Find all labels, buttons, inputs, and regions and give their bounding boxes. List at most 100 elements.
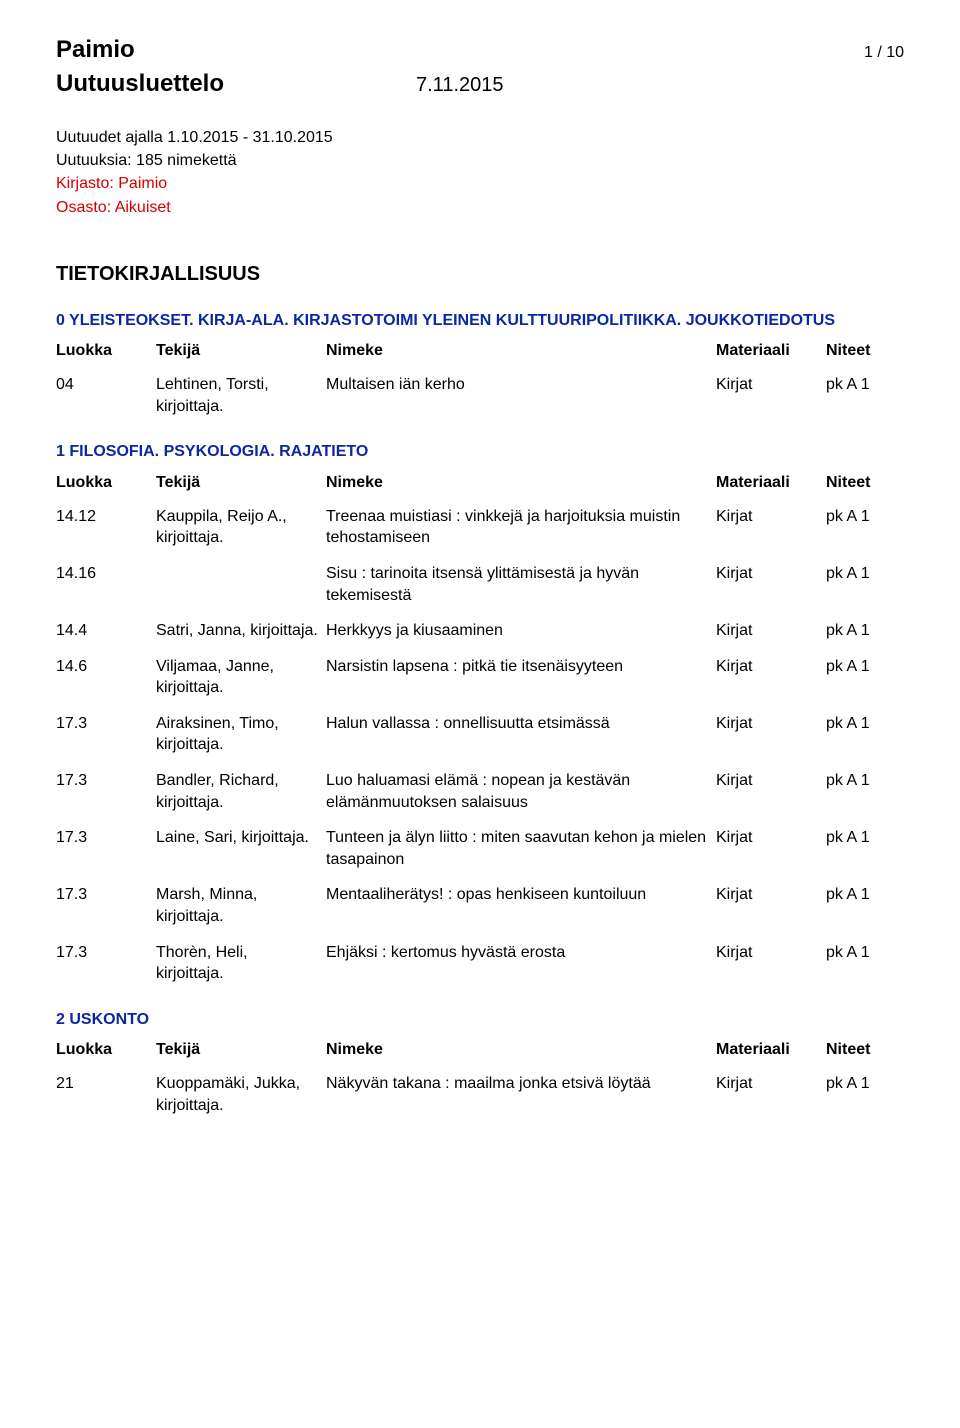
table-row: 14.4Satri, Janna, kirjoittaja.Herkkyys j… — [56, 620, 904, 642]
subsection-title: 2 USKONTO — [56, 1009, 904, 1031]
cell-niteet: pk A 1 — [826, 827, 904, 870]
subsection-title: 1 FILOSOFIA. PSYKOLOGIA. RAJATIETO — [56, 441, 904, 463]
column-header-materiaali: Materiaali — [716, 342, 826, 360]
cell-luokka: 04 — [56, 374, 156, 417]
cell-niteet: pk A 1 — [826, 884, 904, 927]
cell-niteet: pk A 1 — [826, 770, 904, 813]
cell-niteet: pk A 1 — [826, 942, 904, 985]
meta-department: Osasto: Aikuiset — [56, 196, 904, 219]
cell-tekija: Laine, Sari, kirjoittaja. — [156, 827, 326, 870]
column-header-tekija: Tekijä — [156, 342, 326, 360]
cell-luokka: 14.6 — [56, 656, 156, 699]
cell-luokka: 17.3 — [56, 770, 156, 813]
document-date: 7.11.2015 — [416, 74, 504, 97]
meta-block: Uutuudet ajalla 1.10.2015 - 31.10.2015 U… — [56, 126, 904, 219]
cell-materiaali: Kirjat — [716, 884, 826, 927]
column-header-luokka: Luokka — [56, 342, 156, 360]
subsection-title: 0 YLEISTEOKSET. KIRJA-ALA. KIRJASTOTOIMI… — [56, 310, 904, 332]
table-row: 17.3Thorèn, Heli, kirjoittaja.Ehjäksi : … — [56, 942, 904, 985]
cell-materiaali: Kirjat — [716, 374, 826, 417]
cell-materiaali: Kirjat — [716, 770, 826, 813]
page-number: 1 / 10 — [864, 44, 904, 62]
cell-tekija — [156, 563, 326, 606]
cell-materiaali: Kirjat — [716, 563, 826, 606]
cell-niteet: pk A 1 — [826, 713, 904, 756]
cell-luokka: 17.3 — [56, 713, 156, 756]
cell-tekija: Lehtinen, Torsti, kirjoittaja. — [156, 374, 326, 417]
cell-nimeke: Halun vallassa : onnellisuutta etsimässä — [326, 713, 716, 756]
cell-nimeke: Treenaa muistiasi : vinkkejä ja harjoitu… — [326, 506, 716, 549]
cell-luokka: 21 — [56, 1073, 156, 1116]
cell-luokka: 14.12 — [56, 506, 156, 549]
cell-tekija: Bandler, Richard, kirjoittaja. — [156, 770, 326, 813]
cell-materiaali: Kirjat — [716, 1073, 826, 1116]
cell-materiaali: Kirjat — [716, 620, 826, 642]
cell-materiaali: Kirjat — [716, 942, 826, 985]
meta-date-range: Uutuudet ajalla 1.10.2015 - 31.10.2015 — [56, 126, 904, 149]
cell-tekija: Thorèn, Heli, kirjoittaja. — [156, 942, 326, 985]
cell-niteet: pk A 1 — [826, 620, 904, 642]
cell-tekija: Marsh, Minna, kirjoittaja. — [156, 884, 326, 927]
column-header-luokka: Luokka — [56, 474, 156, 492]
column-header-row: LuokkaTekijäNimekeMateriaaliNiteet — [56, 342, 904, 360]
cell-nimeke: Sisu : tarinoita itsensä ylittämisestä j… — [326, 563, 716, 606]
meta-library: Kirjasto: Paimio — [56, 172, 904, 195]
table-row: 04Lehtinen, Torsti, kirjoittaja.Multaise… — [56, 374, 904, 417]
cell-niteet: pk A 1 — [826, 1073, 904, 1116]
cell-nimeke: Luo haluamasi elämä : nopean ja kestävän… — [326, 770, 716, 813]
subtitle-row: Uutuusluettelo 7.11.2015 — [56, 70, 904, 98]
cell-niteet: pk A 1 — [826, 374, 904, 417]
cell-tekija: Viljamaa, Janne, kirjoittaja. — [156, 656, 326, 699]
column-header-tekija: Tekijä — [156, 474, 326, 492]
cell-luokka: 17.3 — [56, 884, 156, 927]
cell-luokka: 14.4 — [56, 620, 156, 642]
cell-luokka: 14.16 — [56, 563, 156, 606]
column-header-materiaali: Materiaali — [716, 474, 826, 492]
column-header-nimeke: Nimeke — [326, 342, 716, 360]
cell-nimeke: Narsistin lapsena : pitkä tie itsenäisyy… — [326, 656, 716, 699]
cell-materiaali: Kirjat — [716, 656, 826, 699]
cell-materiaali: Kirjat — [716, 827, 826, 870]
cell-nimeke: Näkyvän takana : maailma jonka etsivä lö… — [326, 1073, 716, 1116]
document-subtitle: Uutuusluettelo — [56, 70, 416, 98]
cell-luokka: 17.3 — [56, 942, 156, 985]
table-row: 14.16 Sisu : tarinoita itsensä ylittämise… — [56, 563, 904, 606]
table-row: 17.3Laine, Sari, kirjoittaja.Tunteen ja … — [56, 827, 904, 870]
table-row: 14.12Kauppila, Reijo A., kirjoittaja.Tre… — [56, 506, 904, 549]
column-header-tekija: Tekijä — [156, 1041, 326, 1059]
cell-tekija: Airaksinen, Timo, kirjoittaja. — [156, 713, 326, 756]
sections-container: 0 YLEISTEOKSET. KIRJA-ALA. KIRJASTOTOIMI… — [56, 310, 904, 1117]
column-header-niteet: Niteet — [826, 474, 904, 492]
cell-niteet: pk A 1 — [826, 656, 904, 699]
table-row: 17.3Bandler, Richard, kirjoittaja.Luo ha… — [56, 770, 904, 813]
column-header-niteet: Niteet — [826, 1041, 904, 1059]
main-section-title: TIETOKIRJALLISUUS — [56, 263, 904, 286]
cell-luokka: 17.3 — [56, 827, 156, 870]
cell-nimeke: Tunteen ja älyn liitto : miten saavutan … — [326, 827, 716, 870]
column-header-row: LuokkaTekijäNimekeMateriaaliNiteet — [56, 474, 904, 492]
cell-niteet: pk A 1 — [826, 506, 904, 549]
meta-count: Uutuuksia: 185 nimekettä — [56, 149, 904, 172]
cell-materiaali: Kirjat — [716, 506, 826, 549]
page-title: Paimio — [56, 36, 135, 64]
cell-nimeke: Multaisen iän kerho — [326, 374, 716, 417]
column-header-nimeke: Nimeke — [326, 1041, 716, 1059]
column-header-niteet: Niteet — [826, 342, 904, 360]
cell-nimeke: Mentaaliherätys! : opas henkiseen kuntoi… — [326, 884, 716, 927]
cell-materiaali: Kirjat — [716, 713, 826, 756]
column-header-luokka: Luokka — [56, 1041, 156, 1059]
column-header-materiaali: Materiaali — [716, 1041, 826, 1059]
cell-niteet: pk A 1 — [826, 563, 904, 606]
table-row: 17.3Airaksinen, Timo, kirjoittaja.Halun … — [56, 713, 904, 756]
column-header-row: LuokkaTekijäNimekeMateriaaliNiteet — [56, 1041, 904, 1059]
table-row: 21Kuoppamäki, Jukka, kirjoittaja.Näkyvän… — [56, 1073, 904, 1116]
cell-nimeke: Ehjäksi : kertomus hyvästä erosta — [326, 942, 716, 985]
cell-tekija: Kuoppamäki, Jukka, kirjoittaja. — [156, 1073, 326, 1116]
table-row: 17.3Marsh, Minna, kirjoittaja.Mentaalihe… — [56, 884, 904, 927]
header-row: Paimio 1 / 10 — [56, 36, 904, 64]
cell-nimeke: Herkkyys ja kiusaaminen — [326, 620, 716, 642]
cell-tekija: Satri, Janna, kirjoittaja. — [156, 620, 326, 642]
document-page: Paimio 1 / 10 Uutuusluettelo 7.11.2015 U… — [0, 0, 960, 1428]
column-header-nimeke: Nimeke — [326, 474, 716, 492]
cell-tekija: Kauppila, Reijo A., kirjoittaja. — [156, 506, 326, 549]
